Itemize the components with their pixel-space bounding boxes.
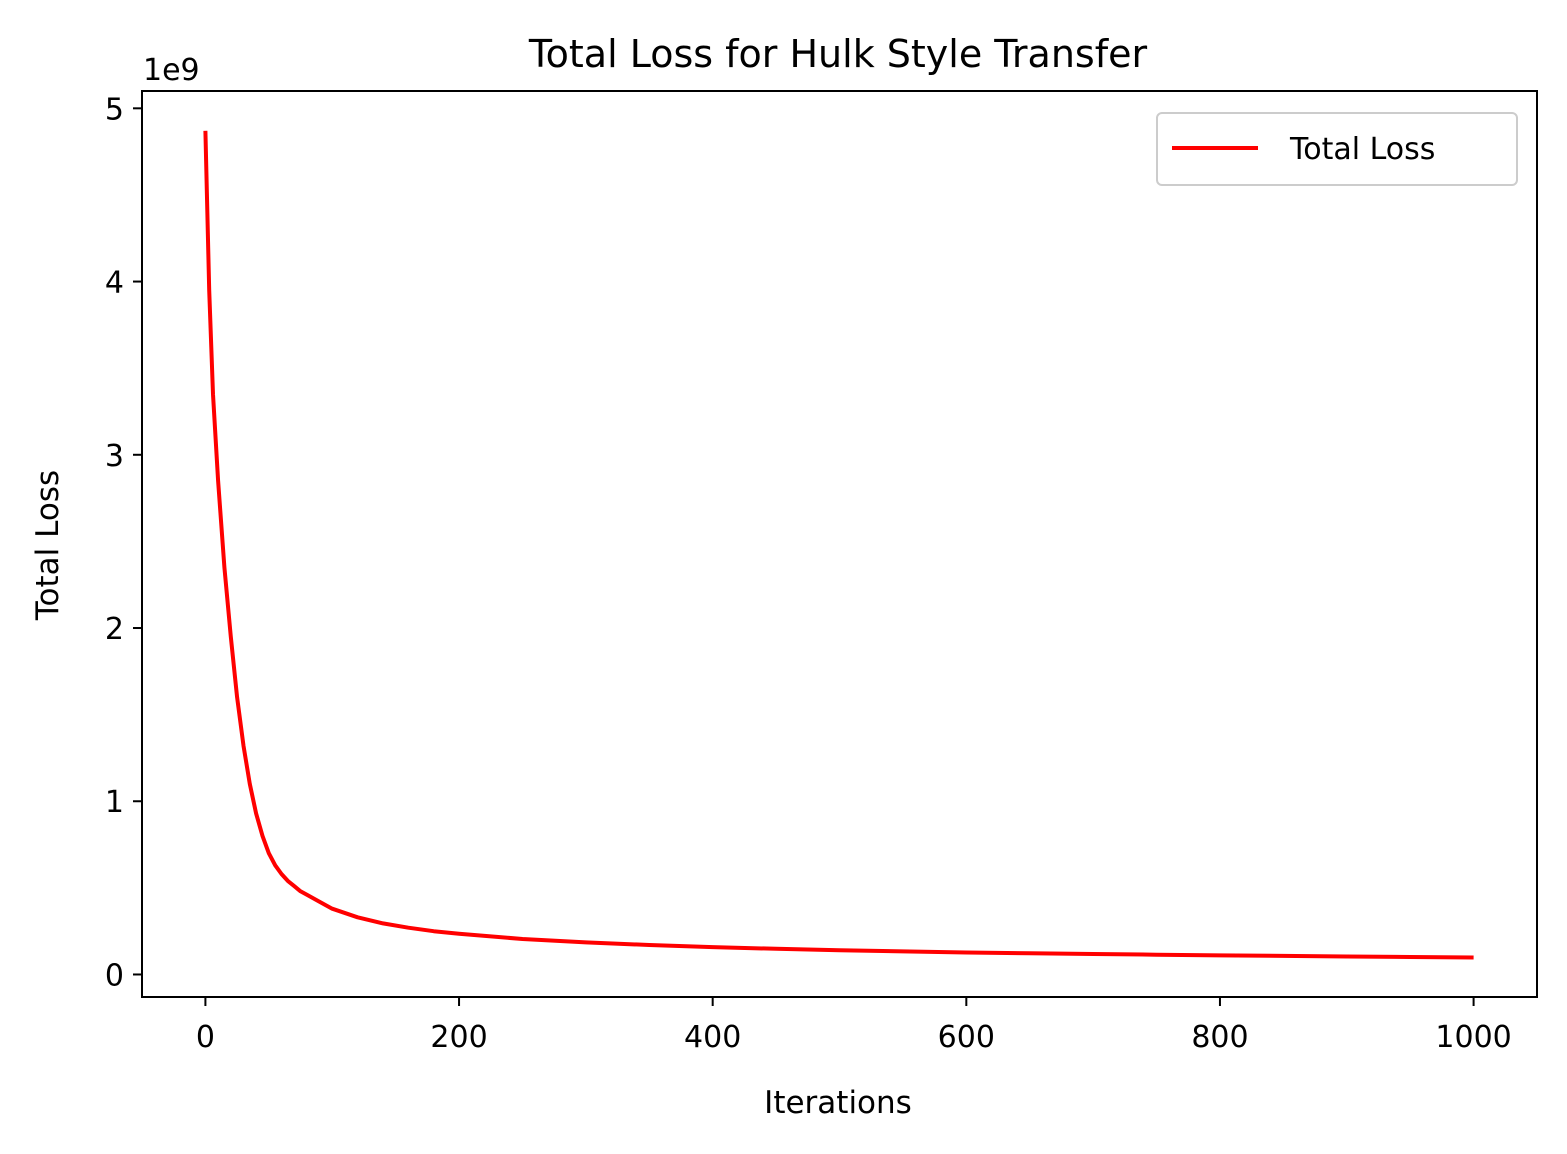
chart-title: Total Loss for Hulk Style Transfer bbox=[528, 32, 1148, 76]
x-tick-label: 1000 bbox=[1435, 1020, 1511, 1055]
legend: Total Loss bbox=[1156, 112, 1518, 186]
y-tick-label: 4 bbox=[105, 266, 124, 301]
y-tick-label: 5 bbox=[105, 92, 124, 127]
y-tick-label: 3 bbox=[105, 439, 124, 474]
y-axis: 0 1 2 3 4 5 bbox=[105, 92, 142, 993]
plot-frame bbox=[141, 90, 1538, 998]
y-tick-label: 1 bbox=[105, 785, 124, 820]
series-line-total-loss bbox=[203, 130, 1474, 960]
x-axis: 0 200 400 600 800 1000 bbox=[196, 997, 1512, 1055]
plot-area bbox=[141, 90, 1538, 998]
legend-label-total-loss: Total Loss bbox=[1289, 132, 1435, 167]
x-tick-label: 0 bbox=[196, 1020, 215, 1055]
legend-box bbox=[1156, 112, 1518, 186]
x-tick-label: 800 bbox=[1191, 1020, 1248, 1055]
x-axis-label: Iterations bbox=[764, 1085, 912, 1121]
y-tick-label: 0 bbox=[105, 958, 124, 993]
y-axis-label: Total Loss bbox=[30, 470, 66, 621]
x-tick-label: 400 bbox=[684, 1020, 741, 1055]
y-tick-label: 2 bbox=[105, 612, 124, 647]
x-tick-label: 600 bbox=[938, 1020, 995, 1055]
x-tick-label: 200 bbox=[430, 1020, 487, 1055]
y-axis-offset-label: 1e9 bbox=[143, 53, 200, 88]
